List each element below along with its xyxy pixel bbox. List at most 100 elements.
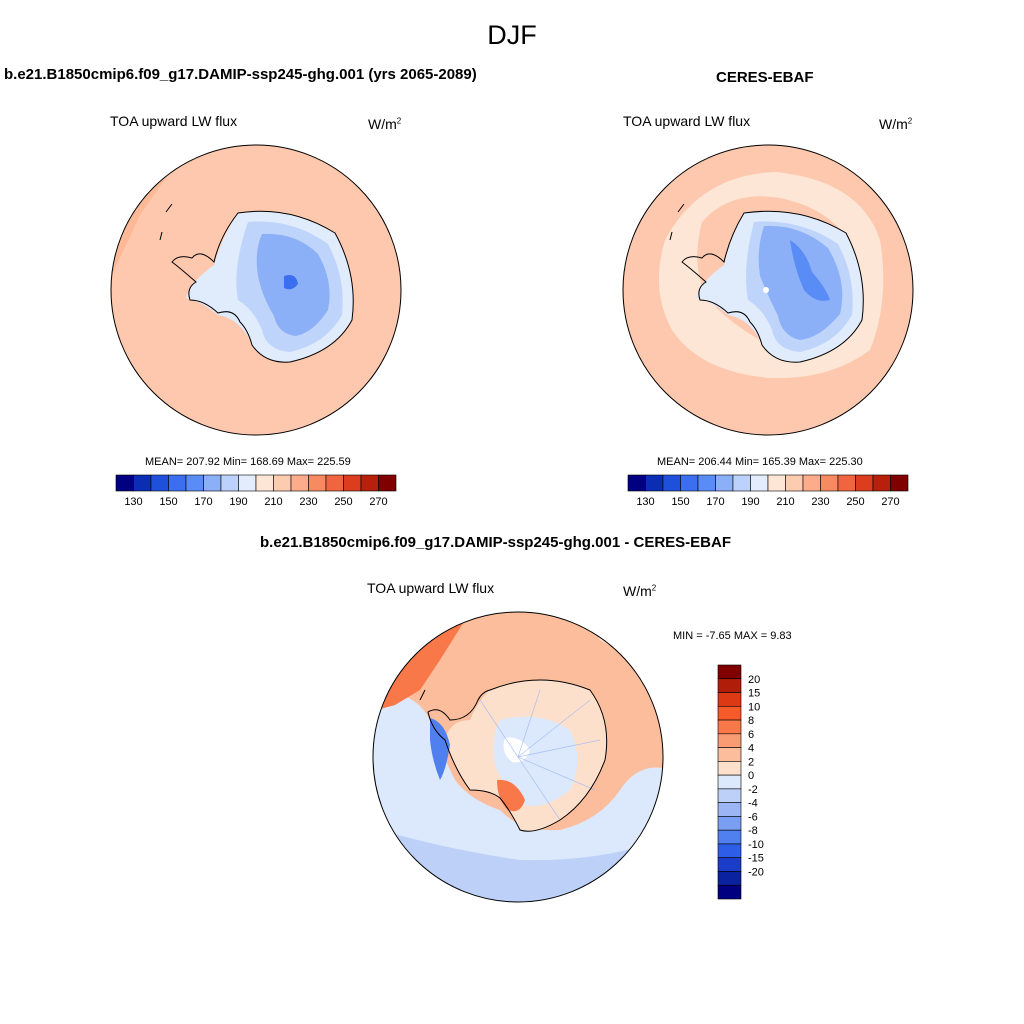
panel-2-variable: TOA upward LW flux [623,113,751,129]
colorbar-swatch [290,474,309,492]
panel-1-units: W/m2 [368,116,402,132]
colorbar-swatch [872,474,891,492]
colorbar-swatch [717,802,742,817]
colorbar-swatch [717,664,742,680]
colorbar-label: -15 [748,853,764,865]
colorbar-swatch [343,474,362,492]
map-ceres [622,144,914,436]
colorbar-swatch [308,474,327,492]
colorbar-label: 170 [706,496,724,508]
colorbar-swatch [785,474,804,492]
colorbar-swatch [820,474,839,492]
colorbar-swatch [717,747,742,762]
colorbar-swatch [732,474,751,492]
colorbar-swatch [378,474,397,492]
colorbar-swatch [133,474,152,492]
colorbar-swatch [360,474,379,492]
colorbar-label: 130 [636,496,654,508]
colorbar-swatch [717,719,742,735]
colorbar-swatch [717,678,742,693]
colorbar-label: 4 [748,743,754,755]
colorbar-swatch [890,474,909,492]
colorbar-label: 210 [776,496,794,508]
colorbar-label: -8 [748,825,758,837]
colorbar-swatch [185,474,204,492]
colorbar-swatch [717,829,742,845]
coastline [171,210,354,363]
colorbar-label: 2 [748,756,754,768]
colorbar-label: 250 [334,496,352,508]
colorbar-swatch [717,705,742,721]
colorbar-label: -2 [748,784,758,796]
colorbar-label: 230 [811,496,829,508]
colorbar-swatch [680,474,699,492]
colorbar-model: 130 150 170 190 210 230 250 270 [115,474,397,508]
colorbar-label: 190 [229,496,247,508]
coastline [681,210,864,363]
colorbar-label: 270 [369,496,387,508]
colorbar-swatch [717,871,742,886]
colorbar-swatch [717,788,742,803]
colorbar-swatch [627,474,646,492]
colorbar-label: -10 [748,839,764,851]
colorbar-label: -20 [748,866,764,878]
colorbar-swatch [767,474,786,492]
colorbar-swatch [150,474,169,492]
colorbar-label: 6 [748,729,754,741]
colorbar-swatch [837,474,856,492]
colorbar-label: -6 [748,811,758,823]
colorbar-label: 270 [881,496,899,508]
colorbar-swatch [750,474,769,492]
diff-panel-variable: TOA upward LW flux [367,580,495,596]
colorbar-label: 20 [748,674,760,686]
colorbar-swatch [715,474,734,492]
colorbar-swatch [855,474,874,492]
colorbar-swatch [203,474,222,492]
coastline [427,679,608,832]
colorbar-swatch [717,816,742,831]
colorbar-label: 190 [741,496,759,508]
colorbar-label: 250 [846,496,864,508]
colorbar-label: 150 [159,496,177,508]
colorbar-label: 130 [124,496,142,508]
colorbar-swatch [273,474,292,492]
colorbar-swatch [220,474,239,492]
diff-panel-units: W/m2 [623,583,657,599]
colorbar-swatch [717,733,742,748]
colorbar-swatch [645,474,664,492]
panel-1-title: b.e21.B1850cmip6.f09_g17.DAMIP-ssp245-gh… [4,66,477,83]
panel-1-variable: TOA upward LW flux [110,113,238,129]
panel-1-stats: MEAN= 207.92 Min= 168.69 Max= 225.59 [145,456,351,468]
colorbar-swatch [717,843,742,859]
colorbar-label: 210 [264,496,282,508]
colorbar-swatch [662,474,681,492]
colorbar-swatch [325,474,344,492]
colorbar-swatch [717,692,742,707]
colorbar-swatch [255,474,274,492]
colorbar-label: 0 [748,770,754,782]
colorbar-label: 8 [748,715,754,727]
colorbar-label: 10 [748,701,760,713]
diff-panel-title: b.e21.B1850cmip6.f09_g17.DAMIP-ssp245-gh… [260,534,731,551]
colorbar-label: 150 [671,496,689,508]
colorbar-swatch [717,774,742,790]
colorbar-swatch [802,474,821,492]
colorbar-swatch [168,474,187,492]
figure-title: DJF [487,20,537,50]
map-difference [372,611,664,903]
colorbar-swatch [717,857,742,872]
colorbar-ceres: 130 150 170 190 210 230 250 270 [627,474,909,508]
colorbar-label: 170 [194,496,212,508]
map-model [110,144,402,436]
colorbar-swatch [717,884,742,900]
colorbar-label: 230 [299,496,317,508]
colorbar-swatch [115,474,134,492]
panel-2-units: W/m2 [879,116,913,132]
colorbar-label: 15 [748,688,760,700]
panel-2-stats: MEAN= 206.44 Min= 165.39 Max= 225.30 [657,456,863,468]
panel-2-title: CERES-EBAF [716,69,814,86]
colorbar-swatch [238,474,257,492]
colorbar-label: -4 [748,798,758,810]
